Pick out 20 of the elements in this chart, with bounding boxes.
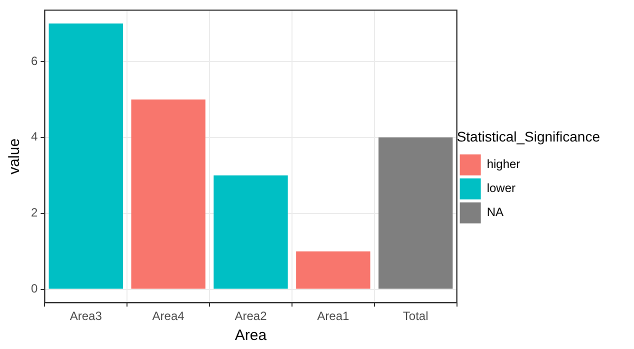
x-tick-label: Area2 (234, 309, 268, 324)
legend-label: NA (486, 205, 504, 220)
legend-label: lower (486, 181, 516, 196)
bar (131, 99, 206, 289)
y-tick-label: 0 (30, 282, 38, 296)
legend-label: higher (486, 157, 520, 172)
x-axis-title: Area (234, 327, 268, 344)
bar (296, 251, 370, 289)
y-tick-label: 4 (30, 130, 38, 144)
bar (378, 137, 453, 289)
legend-title: Statistical_Significance (456, 128, 600, 144)
x-tick-label: Total (402, 309, 428, 324)
y-tick-label: 6 (30, 54, 38, 68)
bar (48, 23, 123, 289)
y-tick-label: 2 (30, 206, 38, 220)
bar (214, 175, 288, 289)
x-tick-label: Area1 (317, 309, 350, 324)
x-tick-label: Area4 (152, 309, 185, 324)
y-axis-title: value (6, 138, 24, 174)
x-tick-label: Area3 (70, 309, 102, 324)
